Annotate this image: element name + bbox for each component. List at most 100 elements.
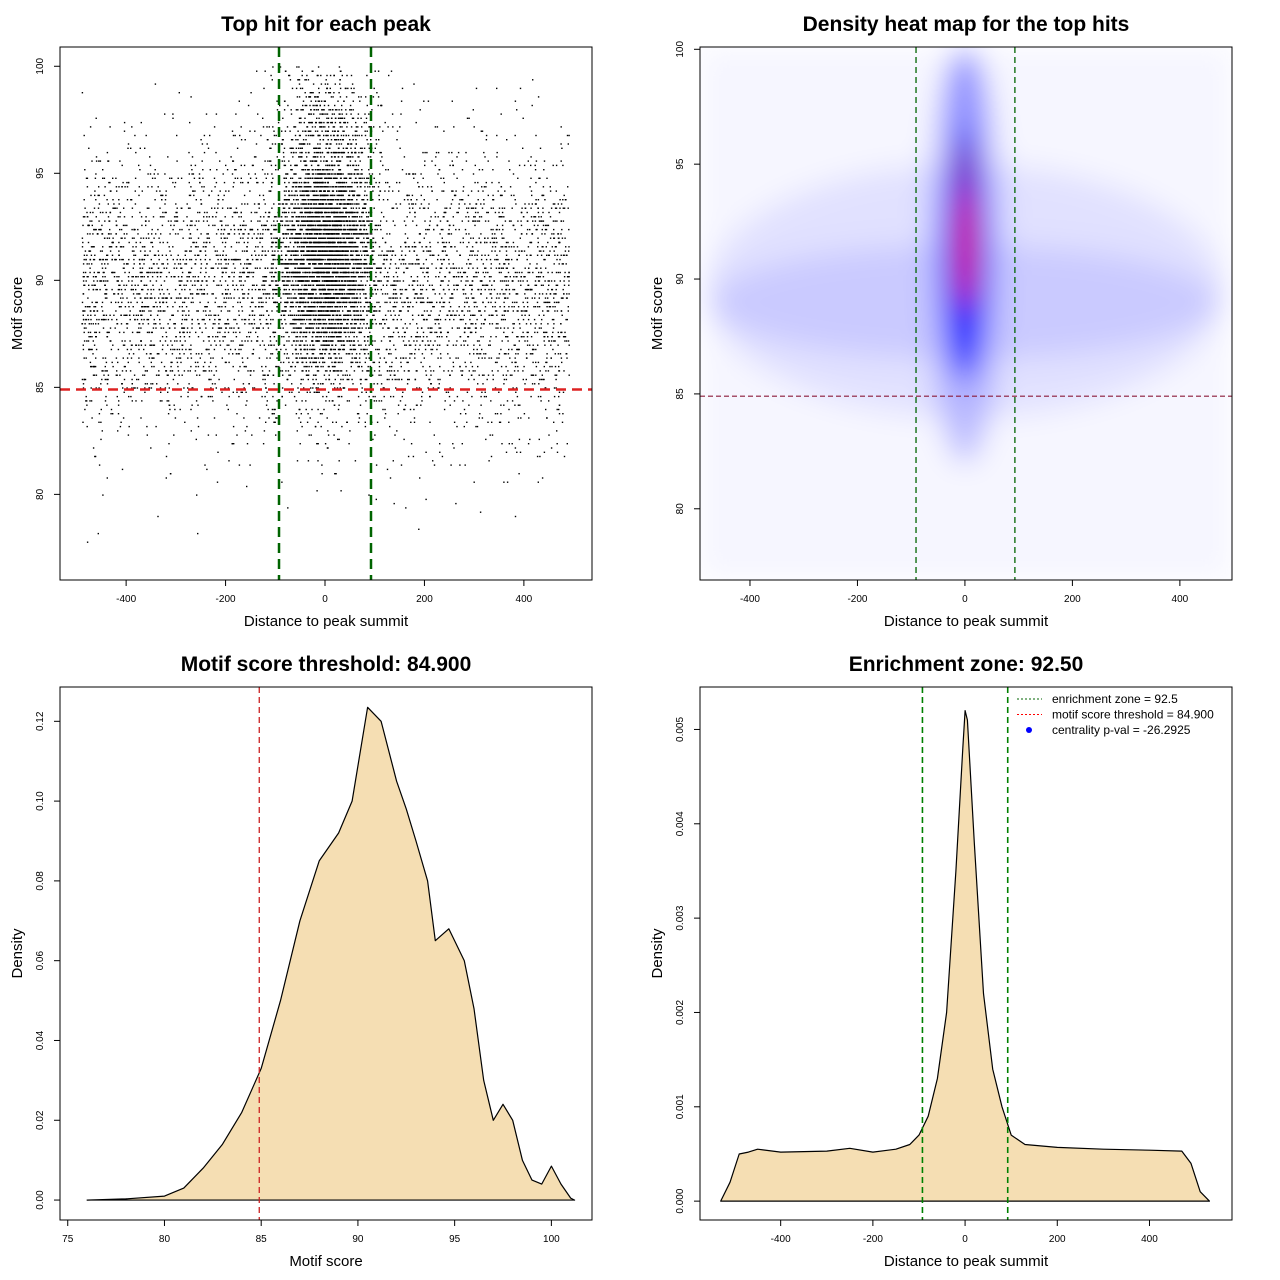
scatter-point: [416, 263, 418, 265]
scatter-point: [471, 297, 473, 299]
scatter-point: [352, 327, 354, 329]
scatter-point: [529, 228, 531, 231]
scatter-point: [282, 271, 284, 274]
scatter-point: [354, 460, 357, 462]
scatter-point: [130, 199, 132, 201]
scatter-point: [273, 421, 276, 423]
scatter-point: [115, 310, 117, 312]
scatter-point: [535, 284, 538, 286]
scatter-point: [253, 203, 256, 205]
scatter-point: [537, 395, 540, 398]
scatter-point: [182, 220, 185, 222]
scatter-point: [360, 284, 362, 286]
scatter-point: [100, 383, 102, 385]
scatter-point: [498, 271, 501, 274]
scatter-point: [404, 344, 406, 346]
scatter-point: [368, 220, 370, 222]
scatter-point: [140, 216, 143, 218]
scatter-point: [281, 263, 284, 265]
scatter-point: [81, 246, 84, 248]
scatter-point: [208, 340, 210, 342]
scatter-point: [315, 263, 317, 265]
scatter-point: [545, 370, 547, 372]
scatter-point: [275, 434, 277, 436]
scatter-point: [482, 301, 484, 304]
scatter-point: [466, 301, 468, 304]
scatter-point: [297, 387, 299, 389]
scatter-point: [421, 246, 423, 248]
scatter-point: [239, 271, 241, 274]
scatter-point: [265, 365, 267, 368]
scatter-point: [189, 370, 191, 372]
scatter-point: [240, 348, 242, 351]
scatter-point: [295, 340, 298, 342]
scatter-point: [288, 361, 290, 364]
scatter-point: [285, 211, 287, 214]
scatter-point: [453, 126, 455, 128]
scatter-point: [168, 387, 170, 389]
scatter-point: [94, 365, 97, 368]
scatter-point: [316, 443, 318, 445]
scatter-point: [389, 301, 391, 304]
scatter-point: [480, 327, 482, 329]
scatter-point: [425, 498, 427, 501]
scatter-point: [527, 284, 529, 286]
scatter-point: [96, 288, 98, 291]
scatter-point: [206, 216, 208, 218]
scatter-point: [514, 134, 516, 137]
scatter-point: [235, 169, 237, 171]
scatter-point: [123, 314, 125, 316]
scatter-point: [211, 190, 213, 192]
scatter-point: [522, 301, 524, 304]
scatter-point: [329, 109, 332, 111]
scatter-point: [269, 340, 272, 342]
scatter-point: [438, 323, 440, 325]
scatter-point: [268, 297, 271, 299]
scatter-point: [111, 288, 113, 291]
scatter-point: [376, 310, 378, 312]
scatter-point: [566, 318, 568, 321]
scatter-point: [451, 327, 453, 329]
scatter-point: [275, 417, 277, 419]
scatter-point: [479, 353, 482, 355]
scatter-point: [560, 331, 562, 334]
scatter-point: [160, 361, 163, 364]
scatter-point: [221, 293, 224, 295]
scatter-point: [556, 443, 558, 445]
scatter-point: [262, 194, 265, 197]
scatter-point: [537, 237, 539, 239]
scatter-point: [144, 147, 146, 149]
scatter-point: [500, 246, 502, 248]
scatter-point: [264, 173, 266, 175]
scatter-point: [204, 250, 207, 252]
scatter-point: [190, 164, 192, 167]
scatter-point: [473, 344, 475, 346]
scatter-point: [357, 254, 359, 256]
scatter-point: [553, 280, 556, 282]
scatter-point: [557, 233, 560, 235]
scatter-point: [516, 246, 519, 248]
scatter-point: [179, 228, 181, 231]
scatter-point: [556, 220, 558, 222]
scatter-point: [101, 250, 103, 252]
scatter-point: [547, 301, 549, 304]
scatter-point: [368, 494, 370, 496]
scatter-point: [138, 344, 140, 346]
scatter-point: [503, 383, 505, 385]
scatter-point: [267, 408, 269, 411]
scatter-point: [186, 327, 189, 329]
scatter-point: [436, 336, 438, 338]
y-tick-label: 85: [35, 381, 46, 393]
scatter-point: [489, 344, 491, 346]
scatter-point: [566, 443, 568, 445]
scatter-point: [178, 306, 181, 308]
scatter-point: [205, 348, 207, 351]
scatter-point: [198, 353, 200, 355]
scatter-point: [552, 203, 555, 205]
scatter-point: [487, 301, 490, 304]
scatter-point: [88, 147, 90, 149]
scatter-point: [353, 331, 356, 334]
scatter-point: [381, 293, 384, 295]
scatter-point: [263, 224, 265, 227]
scatter-point: [487, 271, 489, 274]
